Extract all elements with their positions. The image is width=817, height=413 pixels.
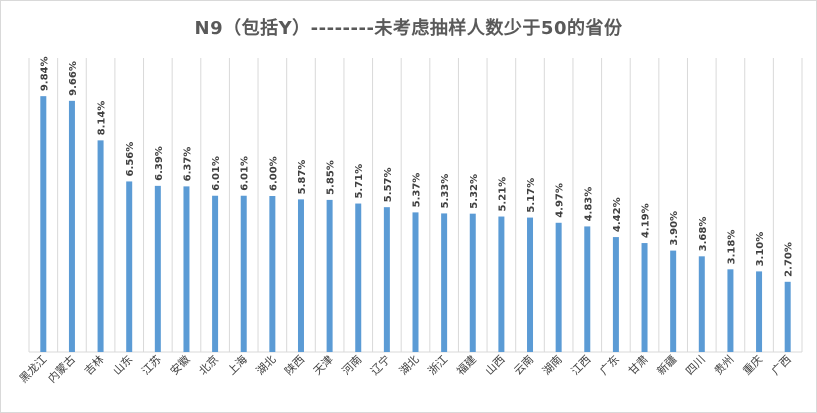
data-label: 4.83% [583,187,594,222]
data-label: 6.37% [182,147,193,182]
category-label: 上海 [224,352,249,377]
data-label: 4.42% [612,197,623,232]
data-label: 3.90% [669,211,680,246]
category-label: 甘肃 [626,353,651,378]
bar [698,256,705,352]
bar [412,212,419,352]
category-label: 陕西 [282,352,307,377]
category-label: 新疆 [654,352,679,377]
bar [670,250,677,352]
bar [212,195,219,352]
bar [756,271,763,352]
category-label: 贵州 [712,353,737,378]
bar [297,199,304,352]
data-label: 4.19% [641,203,652,238]
category-label: 四川 [683,353,708,378]
category-label: 天津 [311,353,336,378]
data-label: 5.85% [326,160,337,195]
category-label: 吉林 [81,352,106,377]
bar [641,243,648,352]
data-label: 6.01% [211,156,222,191]
category-label: 浙江 [426,353,451,378]
category-label: 福建 [453,352,478,377]
data-label: 3.18% [726,230,737,265]
category-label: 云南 [511,353,536,378]
bar [269,196,276,352]
data-label: 5.17% [526,178,537,213]
data-label: 5.37% [412,173,423,208]
bar [68,100,75,352]
chart-title: N9（包括Y）--------未考虑抽样人数少于50的省份 [194,18,623,39]
category-label: 湖南 [540,353,565,378]
data-label: 3.68% [698,217,709,252]
bar [527,217,534,352]
data-label: 6.39% [154,146,165,181]
data-label: 9.66% [68,61,79,96]
category-label: 黑龙江 [17,353,50,386]
bar [355,203,362,352]
bar [727,269,734,352]
data-label: 5.21% [497,177,508,212]
bar [126,181,133,352]
bar [441,213,448,352]
category-label: 湖北 [397,353,422,378]
data-label: 6.56% [125,142,136,177]
bar [584,226,591,352]
category-label: 重庆 [740,352,765,377]
bar [183,186,190,352]
bar [469,213,476,352]
category-label: 广西 [769,353,794,378]
bar [612,237,619,352]
bar [784,281,791,352]
data-label: 6.00% [268,156,279,191]
category-label: 河南 [340,353,365,378]
category-label: 广东 [597,353,622,378]
bar [97,140,104,352]
category-label: 北京 [196,352,221,377]
category-label: 安徽 [167,352,192,377]
category-label: 江西 [569,353,594,378]
category-label: 山西 [483,353,508,378]
data-label: 5.71% [354,164,365,199]
category-label: 辽宁 [368,352,393,377]
bar [498,216,505,352]
data-label: 3.10% [755,232,766,267]
bar [326,199,333,352]
bar [240,195,247,352]
category-label: 内蒙古 [45,352,78,385]
category-label: 江苏 [139,353,164,378]
data-label: 5.33% [440,174,451,209]
bar [555,222,562,352]
category-label: 山东 [111,353,136,378]
bar [40,96,47,352]
data-label: 8.14% [97,101,108,136]
data-label: 5.87% [297,160,308,195]
data-label: 2.70% [784,242,795,277]
data-label: 6.01% [240,156,251,191]
category-label: 湖北 [254,353,279,378]
data-label: 5.32% [469,174,480,209]
bar [383,207,390,352]
data-label: 4.97% [555,183,566,218]
data-label: 5.57% [383,167,394,202]
bar [154,185,161,352]
data-label: 9.84% [39,56,50,91]
